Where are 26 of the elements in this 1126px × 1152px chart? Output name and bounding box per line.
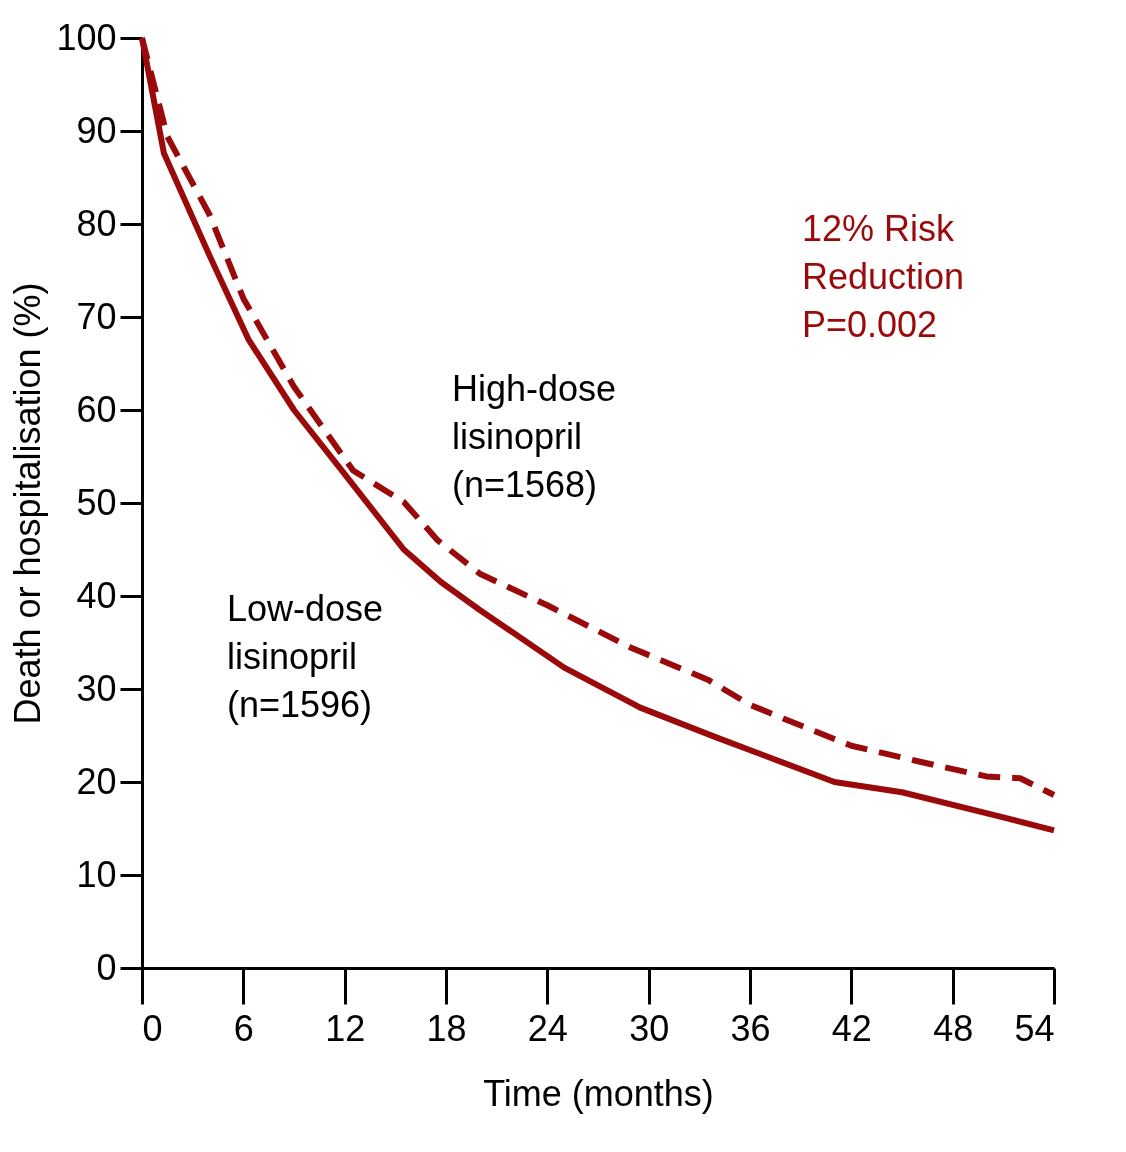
x-tick-label: 48: [933, 1007, 974, 1049]
y-tick-label: 30: [76, 667, 117, 709]
x-tick-label: 54: [1014, 1007, 1055, 1049]
y-tick-label: 100: [56, 16, 117, 58]
x-tick-label: 18: [426, 1007, 467, 1049]
y-tick-label: 20: [76, 760, 117, 802]
x-tick-label: 30: [629, 1007, 670, 1049]
y-axis-title: Death or hospitalisation (%): [7, 282, 49, 725]
series-label: High-dose lisinopril (n=1568): [452, 368, 617, 505]
y-tick-label: 50: [76, 481, 117, 523]
x-tick-label: 36: [730, 1007, 771, 1049]
y-tick-label: 10: [76, 853, 117, 895]
annotation: 12% Risk Reduction P=0.002: [802, 208, 965, 345]
x-tick-label: 12: [325, 1007, 366, 1049]
x-tick-label: 0: [142, 1007, 163, 1049]
x-tick-label: 6: [233, 1007, 254, 1049]
y-tick-label: 0: [96, 946, 117, 988]
y-tick-label: 60: [76, 388, 117, 430]
y-tick-label: 70: [76, 295, 117, 337]
y-tick-label: 40: [76, 574, 117, 616]
series-label: Low-dose lisinopril (n=1596): [227, 588, 384, 725]
y-tick-label: 80: [76, 202, 117, 244]
x-tick-label: 42: [831, 1007, 872, 1049]
x-axis-title: Time (months): [483, 1072, 714, 1114]
y-tick-label: 90: [76, 109, 117, 151]
x-tick-label: 24: [527, 1007, 568, 1049]
